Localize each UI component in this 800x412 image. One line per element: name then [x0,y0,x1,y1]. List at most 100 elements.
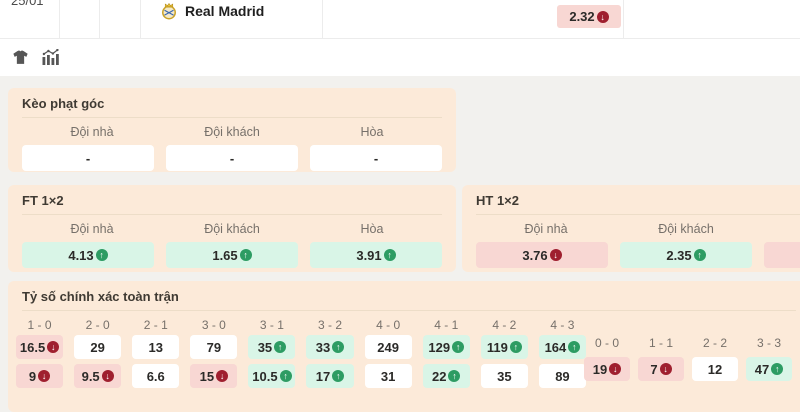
odds-value: 2.32 [569,9,595,24]
odds-cell[interactable]: - [310,145,442,171]
odds-cell[interactable]: 22 ↑ [422,364,470,388]
odds-cell[interactable]: 31 [364,364,412,388]
trend-down-icon: ↓ [659,363,672,375]
section-title: FT 1×2 [22,193,442,215]
odds-cell[interactable]: 249 [364,335,412,359]
column-header: Hòa [360,125,384,139]
odds-cell[interactable]: 129 ↑ [422,335,470,359]
odds-cell[interactable]: 119 ↑ [480,335,528,359]
trend-up-icon: ↑ [452,341,465,353]
trend-down-icon: ↓ [596,10,609,23]
odds-cell[interactable]: 9 ↓ [16,364,64,388]
odds-cell[interactable]: 2.32 ↓ [557,5,621,28]
trend-up-icon: ↑ [448,370,461,382]
score-header: 3 - 2 [318,318,343,332]
jersey-icon[interactable] [10,48,30,67]
odds-cell[interactable]: 3.91 ↑ [310,242,442,268]
odds-value: 17 [315,368,331,384]
odds-cell[interactable] [764,242,800,268]
score-column: 4 - 0 249 31 [364,318,412,393]
column-divider [322,0,323,38]
score-column: 2 - 1 13 6.6 [132,318,180,393]
column-header: Hòa [360,222,384,236]
odds-value: - [373,150,379,166]
column-headers: Đội nhà Đội khách Hòa [22,125,442,139]
team-row[interactable]: Real Madrid [159,1,264,20]
odds-cell[interactable]: 9.5 ↓ [74,364,122,388]
match-date: 25/01 [11,0,44,8]
column-divider [623,0,624,38]
score-column: 2 - 0 29 9.5 ↓ [74,318,122,393]
odds-cell[interactable]: 19 ↓ [584,357,630,381]
score-header: 4 - 2 [492,318,517,332]
odds-value: 9.5 [81,368,100,384]
score-header: 4 - 0 [376,318,401,332]
odds-value: 6.6 [146,368,165,384]
odds-value: 164 [544,339,567,355]
odds-cell[interactable]: 35 [480,364,528,388]
odds-cell[interactable]: 7 ↓ [638,357,684,381]
odds-cell[interactable]: - [166,145,298,171]
odds-value: 9 [28,368,37,384]
odds-cell[interactable]: 1.65 ↑ [166,242,298,268]
score-column: 4 - 2 119 ↑ 35 [480,318,528,393]
odds-cell[interactable]: 17 ↑ [306,364,354,388]
odds-cell[interactable]: 89 [538,364,586,388]
score-column: 3 - 1 35 ↑ 10.5 ↑ [248,318,296,393]
odds-value: 35 [257,339,273,355]
odds-cell[interactable]: 15 ↓ [190,364,238,388]
trend-up-icon: ↑ [95,249,108,261]
trend-up-icon: ↑ [568,341,581,353]
corner-odds-card: Kèo phạt góc Đội nhà Đội khách Hòa - - - [8,88,456,172]
score-header: 1 - 0 [27,318,52,332]
trend-up-icon: ↑ [509,341,522,353]
odds-cell[interactable]: 79 [190,335,238,359]
team-name: Real Madrid [185,2,265,19]
section-title: HT 1×2 [476,193,800,215]
odds-value: 249 [377,339,399,355]
trend-up-icon: ↑ [383,249,396,261]
odds-value: 89 [555,368,570,384]
odds-cell[interactable]: 13 [132,335,180,359]
score-header: 1 - 1 [648,336,673,350]
column-header: Đội nhà [524,222,568,236]
odds-value: 1.65 [212,247,238,263]
odds-cell[interactable]: 164 ↑ [538,335,586,359]
section-title: Tỷ số chính xác toàn trận [22,289,796,311]
odds-row: --- [22,145,442,171]
score-column: 3 - 0 79 15 ↓ [190,318,238,393]
odds-row: 3.76 ↓ 2.35 ↑ [476,242,800,268]
score-header: 3 - 0 [201,318,226,332]
column-divider [99,0,100,38]
stats-chart-icon[interactable] [41,48,61,67]
odds-cell[interactable]: 10.5 ↑ [248,364,296,388]
odds-value: 15 [199,368,215,384]
trend-up-icon: ↑ [274,341,287,353]
column-header: Đội nhà [70,222,114,236]
odds-cell[interactable]: 33 ↑ [306,335,354,359]
odds-value: - [85,150,91,166]
odds-value: 3.91 [356,247,382,263]
odds-value: 31 [380,368,396,384]
odds-cell[interactable]: 6.6 [132,364,180,388]
trend-down-icon: ↓ [47,341,60,353]
odds-value: 19 [592,361,608,377]
odds-cell[interactable]: 29 [74,335,122,359]
odds-cell[interactable]: 12 [692,357,738,381]
odds-cell[interactable]: 47 ↑ [746,357,792,381]
odds-cell[interactable]: 4.13 ↑ [22,242,154,268]
score-header: 3 - 1 [259,318,284,332]
odds-cell[interactable]: - [22,145,154,171]
odds-value: 35 [497,368,512,384]
odds-cell[interactable]: 2.35 ↑ [620,242,752,268]
odds-value: 3.76 [522,247,548,263]
odds-value: 13 [148,339,163,355]
trend-down-icon: ↓ [216,370,229,382]
score-header: 4 - 3 [550,318,575,332]
odds-cell[interactable]: 3.76 ↓ [476,242,608,268]
odds-cell[interactable]: 35 ↑ [248,335,296,359]
odds-row: 4.13 ↑ 1.65 ↑ 3.91 ↑ [22,242,442,268]
odds-cell[interactable]: 16.5 ↓ [16,335,64,359]
odds-value: 79 [206,339,222,355]
odds-value: 4.13 [68,247,94,263]
